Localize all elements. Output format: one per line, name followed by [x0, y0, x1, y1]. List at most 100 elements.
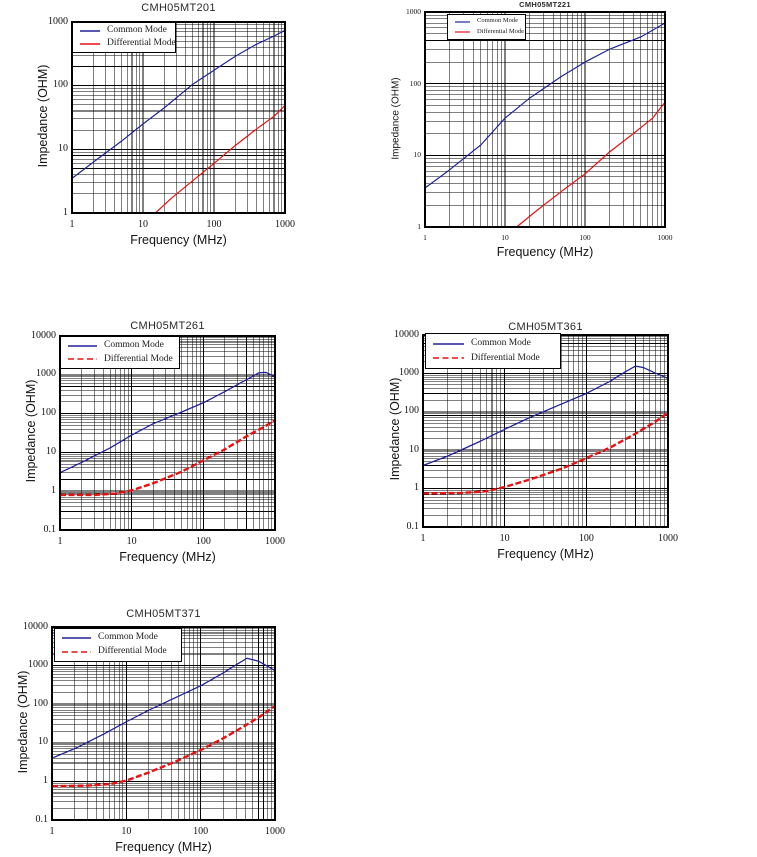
impedance-chart-cmh05mt361: CMH05MT361 Impedance (OHM) Frequency (MH… [382, 312, 690, 564]
series-common-mode [60, 371, 275, 474]
legend-entry-differential-mode: Differential Mode [79, 38, 176, 49]
x-tick-label: 10 [501, 233, 509, 242]
series-differential-mode [155, 104, 285, 213]
legend: Common Mode Differential Mode [447, 14, 526, 40]
x-axis-label: Frequency (MHz) [119, 550, 216, 564]
common-mode-line-sample-icon [80, 30, 100, 32]
differential-mode-line-sample-icon [455, 31, 470, 33]
x-tick-label: 10 [499, 533, 510, 544]
plot-border [51, 626, 276, 821]
legend-label: Common Mode [98, 632, 158, 643]
impedance-chart-cmh05mt371: CMH05MT371 Impedance (OHM) Frequency (MH… [12, 600, 297, 857]
x-tick-label: 100 [579, 233, 591, 242]
y-tick-label: 10 [58, 142, 68, 154]
legend-entry-differential-mode: Differential Mode [432, 352, 560, 364]
y-tick-label: 10 [413, 150, 422, 160]
y-tick-label: 100 [33, 697, 48, 709]
plot-area [424, 11, 666, 228]
x-tick-label: 1000 [265, 536, 285, 547]
x-tick-label: 10 [138, 219, 148, 230]
legend-entry-differential-mode: Differential Mode [67, 353, 179, 365]
y-tick-label: 0.1 [43, 523, 57, 535]
gridlines [72, 22, 285, 213]
x-tick-label: 1 [423, 233, 427, 242]
x-axis-label: Frequency (MHz) [496, 244, 594, 259]
y-tick-label: 1000 [406, 6, 421, 16]
y-tick-label: 100 [53, 79, 68, 91]
x-tick-label: 100 [578, 533, 594, 544]
legend-entry-differential-mode: Differential Mode [454, 28, 525, 36]
y-tick-label: 1000 [36, 368, 56, 380]
common-mode-line-sample-icon [455, 21, 470, 23]
legend-entry-common-mode: Common Mode [432, 338, 560, 349]
series-differential-mode [60, 419, 275, 497]
x-tick-label: 1000 [657, 233, 673, 242]
legend-entry-common-mode: Common Mode [79, 26, 175, 36]
legend-entry-common-mode: Common Mode [67, 340, 179, 351]
common-mode-line-sample-icon [62, 637, 91, 639]
y-tick-label: 0.1 [35, 813, 49, 825]
chart-title: CMH05MT371 [126, 608, 201, 620]
chart-title: CMH05MT361 [508, 321, 583, 333]
series-common-mode [423, 365, 668, 467]
x-axis-label: Frequency (MHz) [497, 547, 594, 561]
y-tick-label: 10 [409, 443, 419, 455]
plot-border [424, 11, 666, 228]
legend-label: Common Mode [477, 17, 518, 25]
legend: Common Mode Differential Mode [60, 336, 180, 369]
series-differential-mode [52, 704, 275, 788]
legend-label: Differential Mode [471, 352, 540, 363]
y-axis-label: Impedance (OHM) [390, 76, 402, 160]
y-tick-label: 1 [51, 484, 56, 496]
x-tick-label: 100 [195, 536, 211, 547]
differential-mode-line-sample-icon [62, 651, 91, 653]
plot-border [71, 21, 286, 214]
legend-label: Common Mode [104, 340, 164, 350]
y-tick-label: 1000 [28, 659, 48, 671]
legend: Common Mode Differential Mode [54, 628, 182, 662]
legend-entry-differential-mode: Differential Mode [61, 647, 181, 657]
x-axis-label: Frequency (MHz) [130, 233, 227, 247]
differential-mode-line-sample-icon [433, 357, 464, 359]
x-tick-label: 1 [57, 536, 63, 547]
legend: Common Mode Differential Mode [72, 22, 176, 53]
chart-title: CMH05MT201 [141, 2, 216, 14]
x-tick-label: 100 [193, 826, 209, 837]
x-tick-label: 1000 [658, 533, 678, 544]
legend-label: Differential Mode [477, 28, 524, 36]
x-tick-label: 10 [126, 536, 137, 547]
legend-label: Differential Mode [104, 353, 173, 364]
common-mode-line-sample-icon [433, 343, 464, 345]
y-tick-label: 1000 [48, 15, 68, 27]
y-tick-label: 100 [41, 407, 56, 419]
impedance-chart-cmh05mt261: CMH05MT261 Impedance (OHM) Frequency (MH… [18, 312, 298, 564]
x-tick-label: 1 [420, 533, 426, 544]
y-tick-label: 1 [63, 206, 68, 218]
common-mode-line-sample-icon [68, 345, 97, 347]
legend-label: Common Mode [471, 338, 531, 348]
x-tick-label: 1 [69, 219, 75, 230]
y-tick-label: 1 [43, 774, 48, 786]
series-differential-mode [423, 411, 668, 495]
y-tick-label: 100 [409, 78, 421, 88]
x-tick-label: 1 [49, 826, 55, 837]
legend-entry-common-mode: Common Mode [454, 18, 525, 26]
legend: Common Mode Differential Mode [425, 333, 561, 369]
y-tick-label: 10 [38, 736, 48, 748]
legend-entry-common-mode: Common Mode [61, 633, 181, 643]
y-tick-label: 10 [46, 445, 56, 457]
chart-title: CMH05MT221 [519, 0, 571, 9]
y-tick-label: 1 [417, 221, 421, 231]
y-tick-label: 10000 [23, 620, 48, 632]
chart-title: CMH05MT261 [130, 320, 205, 332]
impedance-chart-cmh05mt201: CMH05MT201 Impedance (OHM) Frequency (MH… [30, 0, 305, 252]
x-tick-label: 100 [206, 219, 222, 230]
x-axis-label: Frequency (MHz) [115, 840, 212, 854]
legend-label: Common Mode [107, 25, 167, 36]
x-tick-label: 1000 [265, 826, 285, 837]
plot-area [71, 21, 286, 214]
x-tick-label: 1000 [275, 219, 295, 230]
y-tick-label: 100 [404, 405, 419, 417]
legend-label: Differential Mode [107, 38, 176, 49]
